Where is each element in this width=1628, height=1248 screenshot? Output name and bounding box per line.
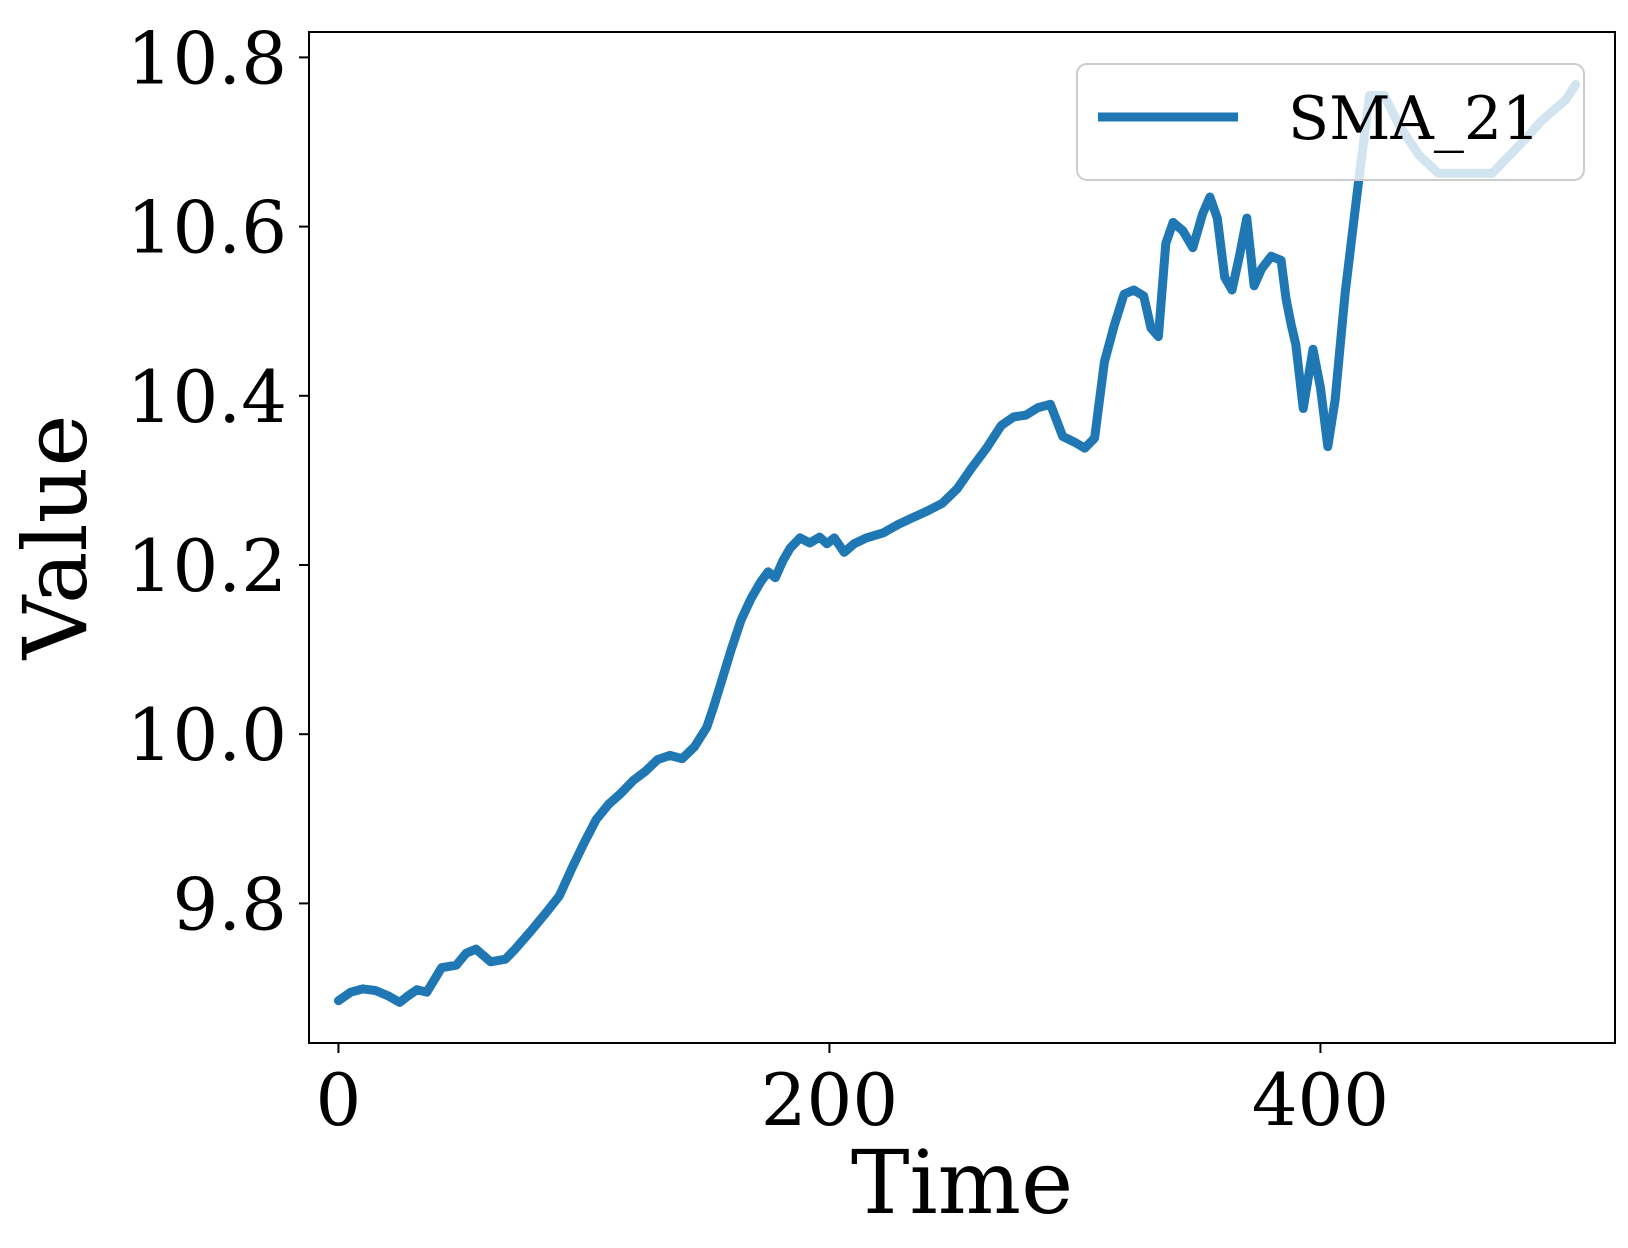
x-axis-title: Time — [851, 1131, 1073, 1234]
y-tick-label: 10.2 — [127, 524, 287, 608]
y-axis-ticks: 9.8 10.0 10.2 10.4 10.6 10.8 — [127, 16, 309, 946]
y-tick-label: 10.4 — [127, 355, 287, 439]
y-tick-label: 10.0 — [127, 693, 287, 777]
x-tick-label: 400 — [1252, 1058, 1389, 1142]
x-axis-ticks: 0 200 400 — [316, 1043, 1389, 1142]
x-tick-label: 0 — [316, 1058, 362, 1142]
x-tick-label: 200 — [761, 1058, 898, 1142]
legend-label: SMA_21 — [1288, 84, 1540, 154]
y-tick-label: 9.8 — [172, 862, 287, 946]
y-axis-title: Value — [4, 415, 107, 661]
legend-frame — [1076, 63, 1585, 181]
plot-frame — [308, 31, 1616, 1044]
legend: SMA_21 — [1076, 63, 1585, 181]
y-tick-label: 10.6 — [127, 186, 287, 270]
y-tick-label: 10.8 — [127, 16, 287, 100]
series-line-sma-21 — [334, 80, 1581, 1007]
series-layer — [334, 80, 1581, 1007]
